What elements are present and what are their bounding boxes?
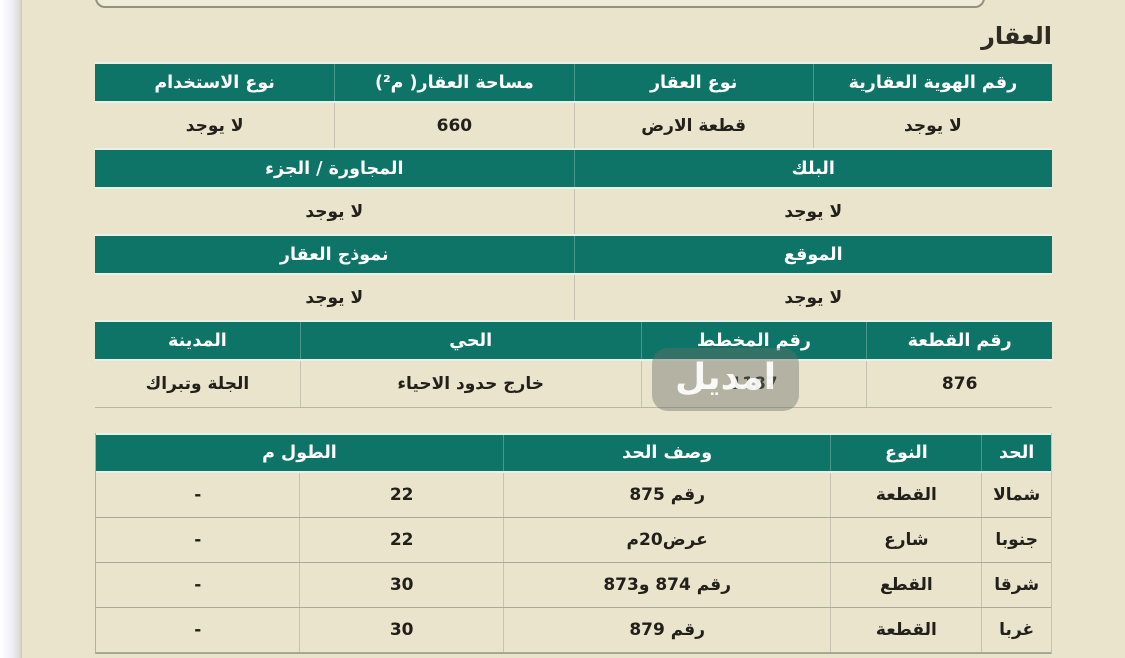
property-table: رقم الهوية العقارية نوع العقار مساحة الع… <box>95 62 1052 408</box>
header-length-m: الطول م <box>262 443 337 463</box>
value-boundary-description: رقم 879 <box>502 608 831 652</box>
value-city: الجلة وتبراك <box>145 374 250 394</box>
value-boundary-description: رقم 874 و873 <box>502 563 831 607</box>
value-length: 30 <box>299 608 502 652</box>
header-property-area: مساحة العقار( م²) <box>334 64 573 101</box>
value-boundary-description: رقم 875 <box>502 473 831 517</box>
value-length: 30 <box>299 563 502 607</box>
header-district: الحي <box>299 322 641 359</box>
boundary-row-south: جنوبا شارع عرض20م 22 - <box>96 518 1051 563</box>
value-block: لا يوجد <box>573 189 1053 234</box>
header-usage-type: نوع الاستخدام <box>154 72 275 93</box>
property-header-row-1: رقم الهوية العقارية نوع العقار مساحة الع… <box>95 62 1052 103</box>
value-property-area: 660 <box>334 103 573 148</box>
header-plot-number: رقم القطعة <box>866 322 1052 359</box>
value-boundary-description: عرض20م <box>502 518 831 562</box>
header-block: البلك <box>573 150 1053 187</box>
header-location: الموقع <box>573 236 1053 273</box>
header-property-id: رقم الهوية العقارية <box>812 64 1052 101</box>
property-value-row-2: لا يوجد لا يوجد <box>95 189 1052 234</box>
value-boundary: غربا <box>981 608 1051 652</box>
value-boundary: جنوبا <box>981 518 1051 562</box>
value-plot-number: 876 <box>866 361 1052 407</box>
property-header-row-2: البلك المجاورة / الجزء <box>95 148 1052 189</box>
value-length: 22 <box>299 473 502 517</box>
value-boundary-type: القطع <box>830 563 981 607</box>
value-dash: - <box>194 620 202 640</box>
header-property-model: نموذج العقار <box>279 244 389 265</box>
header-property-type: نوع العقار <box>573 64 813 101</box>
property-header-row-3: الموقع نموذج العقار <box>95 234 1052 275</box>
top-partial-box <box>95 0 985 8</box>
value-boundary-type: القطعة <box>830 608 981 652</box>
value-dash: - <box>194 485 202 505</box>
value-boundary: شمالا <box>981 473 1051 517</box>
value-plan-number: 1187 <box>640 361 867 407</box>
property-value-row-3: لا يوجد لا يوجد <box>95 275 1052 320</box>
header-neighborhood-part: المجاورة / الجزء <box>265 158 404 179</box>
boundaries-table: الحد النوع وصف الحد الطول م شمالا القطعة… <box>95 433 1052 654</box>
page-title: العقار <box>981 22 1052 50</box>
value-length: 22 <box>299 518 502 562</box>
property-value-row-1: لا يوجد قطعة الارض 660 لا يوجد <box>95 103 1052 148</box>
value-boundary-type: شارع <box>830 518 981 562</box>
header-plan-number: رقم المخطط <box>640 322 867 359</box>
value-usage-type: لا يوجد <box>185 115 244 136</box>
value-property-model: لا يوجد <box>305 287 364 308</box>
value-boundary: شرقا <box>981 563 1051 607</box>
header-boundary: الحد <box>981 435 1051 471</box>
boundary-row-west: غربا القطعة رقم 879 30 - <box>96 608 1051 653</box>
header-boundary-description: وصف الحد <box>502 435 831 471</box>
boundary-row-east: شرقا القطع رقم 874 و873 30 - <box>96 563 1051 608</box>
boundary-row-north: شمالا القطعة رقم 875 22 - <box>96 473 1051 518</box>
value-location: لا يوجد <box>573 275 1053 320</box>
property-header-row-4: رقم القطعة رقم المخطط الحي المدينة <box>95 320 1052 361</box>
boundaries-header-row: الحد النوع وصف الحد الطول م <box>96 433 1051 473</box>
value-property-type: قطعة الارض <box>573 103 813 148</box>
header-boundary-type: النوع <box>830 435 981 471</box>
value-boundary-type: القطعة <box>830 473 981 517</box>
value-dash: - <box>194 575 202 595</box>
property-value-row-4: 876 1187 خارج حدود الاحياء الجلة وتبراك <box>95 361 1052 407</box>
value-property-id: لا يوجد <box>812 103 1052 148</box>
value-district: خارج حدود الاحياء <box>299 361 641 407</box>
page-edge-strip <box>0 0 22 658</box>
value-neighborhood-part: لا يوجد <box>305 201 364 222</box>
value-dash: - <box>194 530 202 550</box>
header-city: المدينة <box>168 330 227 351</box>
